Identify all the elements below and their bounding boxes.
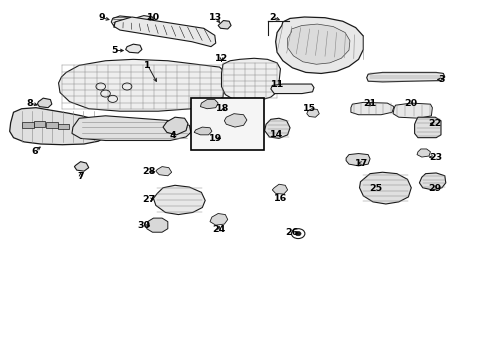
Text: 14: 14	[269, 130, 283, 139]
Text: 27: 27	[142, 195, 155, 204]
Text: 9: 9	[98, 13, 105, 22]
Text: 19: 19	[209, 134, 222, 143]
Polygon shape	[74, 162, 89, 171]
Text: 17: 17	[355, 158, 368, 167]
Polygon shape	[153, 185, 205, 215]
Bar	[22, 122, 34, 128]
Polygon shape	[306, 109, 319, 117]
Polygon shape	[163, 117, 187, 135]
Polygon shape	[264, 118, 289, 138]
Polygon shape	[419, 173, 445, 190]
Bar	[58, 123, 69, 129]
Circle shape	[295, 231, 301, 236]
Polygon shape	[114, 17, 215, 47]
Polygon shape	[270, 84, 313, 94]
Polygon shape	[414, 117, 440, 138]
Bar	[34, 121, 45, 127]
Polygon shape	[416, 149, 429, 157]
Polygon shape	[350, 102, 393, 115]
Polygon shape	[218, 21, 231, 29]
Text: 18: 18	[216, 104, 229, 113]
Text: 6: 6	[32, 147, 39, 156]
Text: 1: 1	[144, 61, 151, 70]
Polygon shape	[272, 184, 287, 194]
Polygon shape	[10, 108, 108, 145]
Text: 8: 8	[26, 99, 33, 108]
Polygon shape	[125, 44, 142, 53]
Text: 13: 13	[209, 13, 222, 22]
Polygon shape	[135, 15, 154, 25]
Text: 22: 22	[427, 119, 441, 128]
Text: 10: 10	[146, 13, 160, 22]
Text: 7: 7	[77, 172, 84, 181]
Polygon shape	[146, 218, 167, 232]
Bar	[190, 98, 263, 150]
Polygon shape	[194, 127, 211, 135]
Text: 28: 28	[142, 167, 155, 176]
Text: 29: 29	[427, 184, 441, 193]
Polygon shape	[209, 213, 227, 225]
Text: 2: 2	[268, 13, 275, 22]
Text: 30: 30	[137, 221, 150, 230]
Text: 16: 16	[273, 194, 286, 203]
Polygon shape	[38, 98, 52, 108]
Text: 5: 5	[111, 46, 117, 55]
Text: 23: 23	[429, 153, 442, 162]
Text: 12: 12	[214, 54, 228, 63]
Polygon shape	[287, 24, 349, 64]
Text: 15: 15	[302, 104, 315, 113]
Polygon shape	[200, 100, 218, 109]
Polygon shape	[221, 58, 280, 102]
Polygon shape	[224, 114, 246, 127]
Text: 21: 21	[363, 99, 376, 108]
Text: 20: 20	[404, 99, 417, 108]
Polygon shape	[275, 17, 363, 73]
Polygon shape	[366, 72, 444, 82]
Text: 26: 26	[284, 228, 298, 237]
Polygon shape	[156, 167, 171, 176]
Polygon shape	[72, 116, 190, 140]
Text: 4: 4	[169, 131, 176, 140]
Text: 24: 24	[212, 225, 225, 234]
Bar	[46, 122, 58, 128]
Polygon shape	[392, 103, 431, 118]
Text: 25: 25	[368, 184, 381, 193]
Polygon shape	[359, 172, 410, 204]
Polygon shape	[59, 59, 226, 111]
Text: 11: 11	[271, 80, 284, 89]
Polygon shape	[346, 153, 369, 166]
Text: 3: 3	[438, 75, 444, 84]
Polygon shape	[111, 16, 133, 29]
